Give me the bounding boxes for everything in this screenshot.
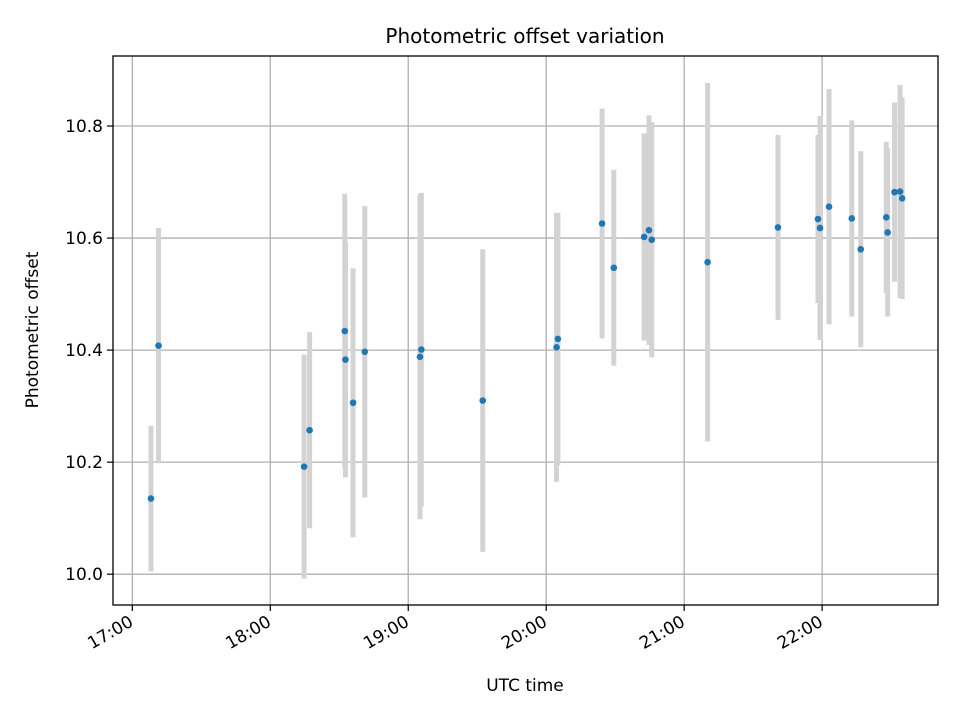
x-axis-ticks: 17:00 18:00 19:00 20:00 21:00 22:00 [84,605,827,654]
data-point [774,224,782,231]
y-tick-label: 10.4 [65,341,103,361]
x-tick-label: 21:00 [636,612,688,654]
data-point [884,229,891,236]
error-bars [148,82,905,579]
y-tick-label: 10.6 [65,229,103,249]
data-point [825,203,833,210]
y-axis-title: Photometric offset [23,251,43,408]
data-point [898,194,906,202]
x-tick-label: 17:00 [84,612,136,654]
data-point [418,346,425,353]
data-point [341,327,349,335]
y-tick-label: 10.8 [65,117,103,137]
data-point [554,335,562,343]
data-point [648,236,656,244]
data-point [882,214,890,221]
data-point [553,344,560,351]
data-point [816,224,824,232]
data-point [306,426,313,434]
data-point [361,348,369,356]
data-point [645,226,653,234]
data-point [640,233,648,241]
data-point [704,258,711,266]
data-point [155,342,162,349]
chart-title: Photometric offset variation [385,24,664,48]
data-point [891,188,898,196]
x-tick-label: 20:00 [498,612,550,654]
y-tick-label: 10.0 [65,565,103,585]
data-point [342,356,349,363]
data-point [814,215,822,223]
data-point [848,215,856,222]
data-point [857,245,865,253]
data-point [416,353,424,361]
data-point [896,188,904,195]
y-tick-label: 10.2 [65,453,103,473]
data-point [300,463,308,470]
data-point [610,264,618,272]
x-axis-title: UTC time [486,676,564,696]
x-tick-label: 18:00 [222,612,274,654]
data-points [147,188,906,502]
data-point [479,397,487,404]
x-tick-label: 22:00 [774,612,826,654]
data-point [598,220,606,227]
x-tick-label: 19:00 [360,612,412,654]
data-point [349,399,357,407]
plot-frame [112,55,939,606]
data-point [147,495,155,502]
grid-lines [113,56,938,605]
y-axis-ticks: 10.0 10.2 10.4 10.6 10.8 [65,117,113,585]
